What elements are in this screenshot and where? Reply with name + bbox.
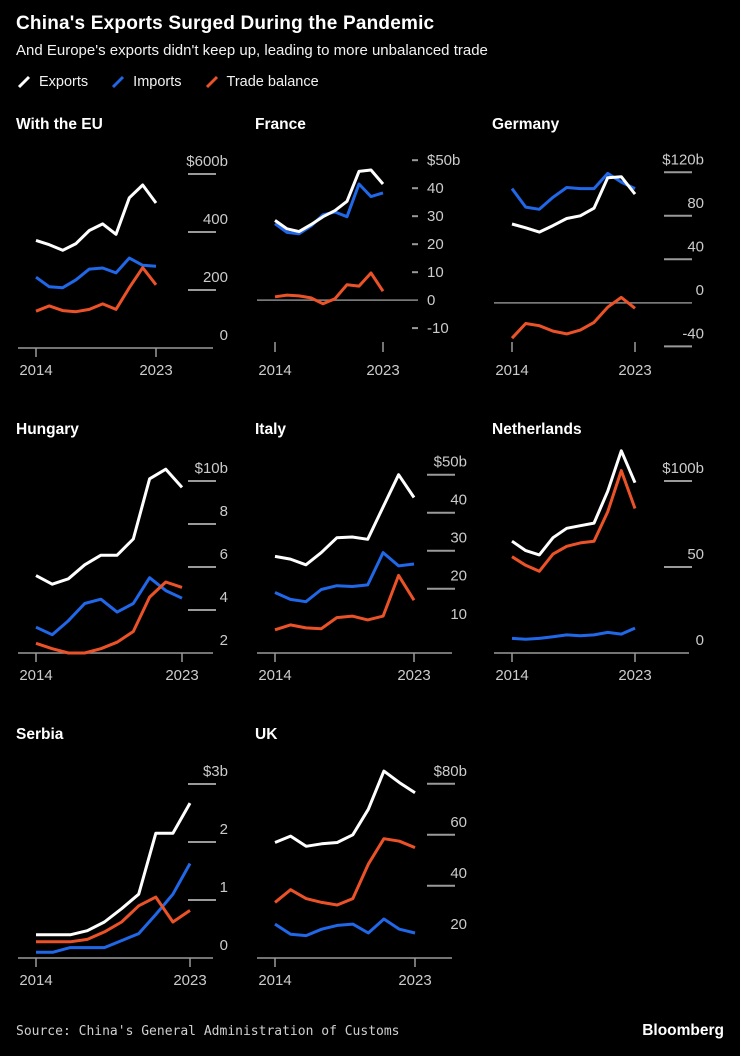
chart-plot-france: $50b 40 30 20 10 0 -10 2014 2023 (257, 152, 460, 379)
chart-hungary: Hungary $10b 8 6 4 2 2014 2023 (16, 420, 255, 689)
svg-text:2014: 2014 (495, 667, 528, 684)
chart-germany: Germany $120b 80 40 0 -40 2014 2023 (492, 115, 724, 384)
legend-label-exports: Exports (39, 74, 89, 90)
svg-text:2014: 2014 (258, 972, 291, 989)
chart-serbia: Serbia $3b 2 1 0 2014 2023 (16, 725, 255, 994)
charts-grid: With the EU $600b 400 200 0 2014 2023 France … (16, 115, 724, 994)
svg-text:6: 6 (220, 546, 228, 563)
svg-text:20: 20 (427, 236, 444, 253)
svg-text:$80b: $80b (434, 763, 467, 780)
svg-text:20: 20 (450, 916, 467, 933)
legend-item-exports: Exports (16, 74, 88, 90)
svg-text:60: 60 (450, 814, 467, 831)
svg-text:8: 8 (220, 503, 228, 520)
svg-text:0: 0 (220, 327, 228, 344)
chart-title-italy: Italy (255, 421, 287, 438)
svg-text:40: 40 (427, 180, 444, 197)
svg-text:$120b: $120b (662, 151, 704, 168)
chart-italy: Italy $50b 40 30 20 10 2014 2023 (255, 420, 492, 689)
trade-balance-slash-icon (205, 75, 218, 89)
chart-plot-with-the-eu: $600b 400 200 0 2014 2023 (18, 153, 228, 379)
svg-text:-40: -40 (682, 325, 704, 342)
svg-text:2: 2 (220, 821, 228, 838)
svg-text:80: 80 (687, 195, 704, 212)
svg-text:2014: 2014 (258, 667, 291, 684)
svg-text:2014: 2014 (495, 362, 528, 379)
svg-text:20: 20 (450, 568, 467, 585)
svg-text:2023: 2023 (398, 972, 431, 989)
svg-text:0: 0 (220, 937, 228, 954)
chart-title-france: France (255, 116, 306, 133)
chart-with-the-eu: With the EU $600b 400 200 0 2014 2023 (16, 115, 255, 384)
svg-text:50: 50 (687, 546, 704, 563)
svg-text:2014: 2014 (19, 972, 52, 989)
svg-text:1: 1 (220, 879, 228, 896)
svg-text:$3b: $3b (203, 763, 228, 780)
svg-text:0: 0 (696, 632, 704, 649)
chart-plot-serbia: $3b 2 1 0 2014 2023 (18, 763, 228, 989)
svg-text:40: 40 (687, 238, 704, 255)
footer: Source: China's General Administration o… (16, 1022, 724, 1040)
svg-text:2023: 2023 (618, 362, 651, 379)
svg-text:30: 30 (427, 208, 444, 225)
chart-plot-hungary: $10b 8 6 4 2 2014 2023 (18, 460, 228, 684)
svg-text:4: 4 (220, 589, 228, 606)
svg-text:$50b: $50b (434, 454, 467, 471)
svg-text:2023: 2023 (173, 972, 206, 989)
chart-title-uk: UK (255, 726, 278, 743)
svg-text:40: 40 (450, 865, 467, 882)
svg-text:2023: 2023 (366, 362, 399, 379)
svg-text:$50b: $50b (427, 152, 460, 169)
page-subtitle: And Europe's exports didn't keep up, lea… (16, 42, 488, 59)
source-note: Source: China's General Administration o… (16, 1024, 400, 1039)
legend-label-imports: Imports (133, 74, 182, 90)
legend-label-trade-balance: Trade balance (226, 74, 319, 90)
chart-plot-italy: $50b 40 30 20 10 2014 2023 (257, 454, 467, 684)
svg-text:2023: 2023 (618, 667, 651, 684)
svg-text:$100b: $100b (662, 460, 704, 477)
svg-text:2014: 2014 (258, 362, 291, 379)
chart-title-with-the-eu: With the EU (16, 116, 103, 133)
svg-text:30: 30 (450, 530, 467, 547)
svg-text:400: 400 (203, 211, 228, 228)
chart-title-serbia: Serbia (16, 726, 64, 743)
chart-uk: UK $80b 60 40 20 2014 2023 (255, 725, 492, 994)
chart-title-germany: Germany (492, 116, 560, 133)
svg-text:2023: 2023 (397, 667, 430, 684)
page-title: China's Exports Surged During the Pandem… (16, 13, 435, 34)
svg-text:-10: -10 (427, 320, 449, 337)
svg-text:0: 0 (427, 292, 435, 309)
chart-plot-netherlands: $100b 50 0 2014 2023 (494, 449, 704, 684)
chart-title-netherlands: Netherlands (492, 421, 582, 438)
svg-text:10: 10 (427, 264, 444, 281)
svg-text:10: 10 (450, 606, 467, 623)
svg-text:200: 200 (203, 269, 228, 286)
svg-text:2014: 2014 (19, 362, 52, 379)
chart-plot-germany: $120b 80 40 0 -40 2014 2023 (494, 151, 704, 379)
legend-item-trade-balance: Trade balance (204, 74, 319, 90)
bloomberg-logo: Bloomberg (642, 1022, 724, 1039)
chart-netherlands: Netherlands $100b 50 0 2014 2023 (492, 420, 724, 689)
exports-slash-icon (17, 75, 31, 89)
chart-plot-uk: $80b 60 40 20 2014 2023 (257, 763, 467, 989)
svg-text:2014: 2014 (19, 667, 52, 684)
chart-title-hungary: Hungary (16, 421, 79, 438)
svg-text:40: 40 (450, 492, 467, 509)
svg-text:$600b: $600b (186, 153, 228, 170)
svg-text:2: 2 (220, 632, 228, 649)
imports-slash-icon (112, 75, 125, 89)
svg-text:2023: 2023 (165, 667, 198, 684)
legend-item-imports: Imports (110, 74, 182, 90)
legend: Exports Imports Trade balance (16, 74, 724, 90)
svg-text:$10b: $10b (195, 460, 228, 477)
svg-text:2023: 2023 (139, 362, 172, 379)
svg-text:0: 0 (696, 282, 704, 299)
chart-france: France $50b 40 30 20 10 0 -10 2014 2023 (255, 115, 492, 384)
